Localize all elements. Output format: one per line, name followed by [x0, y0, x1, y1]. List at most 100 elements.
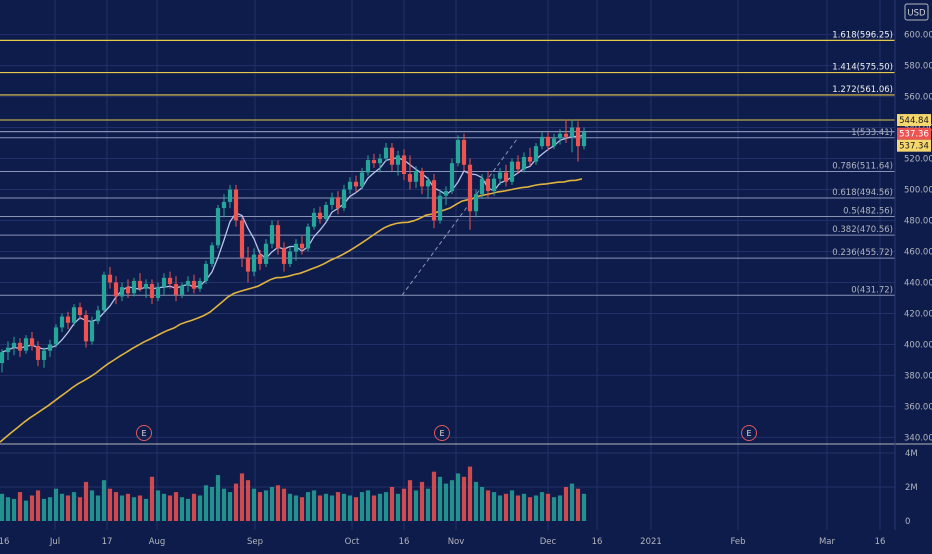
fib-trend-line[interactable]	[401, 137, 519, 296]
volume-bar	[167, 495, 173, 521]
fib-level-label: 1.272(561.06)	[832, 85, 893, 95]
volume-bar	[557, 495, 563, 521]
time-axis[interactable]: 16 Jul 17 Aug Sep Oct 16 Nov Dec 16 2021 Feb Mar 16	[0, 537, 885, 547]
volume-bar	[95, 495, 101, 521]
trend-line[interactable]	[401, 137, 519, 296]
fib-level-label: 0.786(511.64)	[832, 161, 893, 171]
candle-body	[497, 172, 503, 179]
candle-body	[533, 146, 539, 162]
candle-body	[317, 212, 323, 219]
time-tick-label: 2021	[640, 537, 662, 547]
volume-bar	[191, 493, 197, 521]
volume-bar	[545, 493, 551, 521]
price-tick-label: 480.00	[904, 217, 932, 227]
volume-bar	[437, 476, 443, 521]
candle-body	[71, 307, 77, 323]
candle	[383, 143, 389, 162]
volume-bar	[143, 498, 149, 521]
volume-bar	[5, 497, 11, 521]
time-tick-label: 17	[102, 537, 113, 547]
volume-bar	[101, 480, 107, 521]
candle-body	[227, 189, 233, 202]
candle	[371, 153, 377, 168]
volume-bar	[515, 495, 521, 521]
candle	[5, 341, 11, 360]
candle	[197, 277, 203, 292]
candle-body	[5, 347, 11, 353]
volume-axis[interactable]: 4M 2M 0	[905, 449, 918, 527]
volume-bar	[359, 492, 365, 521]
candle	[347, 177, 353, 195]
volume-bar	[581, 493, 587, 521]
volume-bar	[89, 490, 95, 521]
time-tick-label: Aug	[149, 537, 166, 547]
currency-button[interactable]: USD	[904, 3, 929, 21]
price-tick-label: 500.00	[904, 186, 932, 196]
time-tick-label: Dec	[540, 537, 557, 547]
candle-body	[509, 161, 515, 182]
time-tick-label: Nov	[448, 537, 465, 547]
candle	[335, 191, 341, 215]
candle	[419, 167, 425, 195]
time-tick-label: Jul	[49, 537, 60, 547]
candle	[161, 273, 167, 295]
candle	[65, 311, 71, 329]
volume-bar	[371, 495, 377, 521]
candle	[545, 132, 551, 151]
candle	[293, 239, 299, 261]
earnings-marker[interactable]: E	[434, 425, 450, 441]
volume-bar	[173, 492, 179, 521]
candle-body	[47, 344, 53, 351]
volume-bar	[443, 483, 449, 521]
candle	[299, 236, 305, 255]
candle-body	[125, 287, 131, 294]
volume-bar	[329, 495, 335, 521]
volume-bar	[29, 495, 35, 521]
volume-bar	[131, 497, 137, 521]
candle-body	[365, 160, 371, 173]
candle	[107, 266, 113, 289]
candle	[455, 135, 461, 167]
price-tick-label: 520.00	[904, 155, 932, 165]
volume-bar	[209, 487, 215, 521]
candle	[59, 313, 65, 333]
candle-body	[275, 225, 281, 249]
candle	[431, 174, 437, 229]
candle	[533, 143, 539, 165]
volume-bar	[563, 487, 569, 521]
candle-body	[0, 352, 5, 364]
candle	[269, 220, 275, 249]
candle-body	[239, 220, 245, 258]
volume-bar	[287, 493, 293, 521]
volume-bar	[467, 466, 473, 521]
volume-bar	[533, 495, 539, 521]
candle	[407, 155, 413, 190]
volume-bar	[107, 488, 113, 521]
candle-body	[377, 158, 383, 164]
price-badge: 544.84	[897, 114, 931, 127]
candle	[137, 273, 143, 292]
candle	[47, 339, 53, 357]
candle-body	[575, 127, 581, 147]
volume-bar	[23, 500, 29, 521]
volume-bar	[239, 473, 245, 521]
volume-bar	[365, 490, 371, 521]
candle-body	[329, 197, 335, 206]
fib-level-label: 1.618(596.25)	[832, 30, 893, 40]
price-badges: 544.84 537.36 537.34	[897, 114, 931, 152]
candle	[521, 152, 527, 173]
volume-bar	[11, 498, 17, 521]
candle	[0, 349, 5, 373]
price-badge-label: 537.36	[899, 130, 929, 140]
volume-bar	[269, 487, 275, 521]
earnings-marker[interactable]: E	[136, 425, 152, 441]
volume-bar	[317, 495, 323, 521]
candle	[305, 223, 311, 252]
earnings-marker[interactable]: E	[741, 425, 757, 441]
volume-bar	[323, 493, 329, 521]
fibonacci-levels[interactable]: 0(431.72) 0.236(455.72) 0.382(470.56) 0.5(4…	[0, 30, 895, 296]
candle	[227, 184, 233, 209]
